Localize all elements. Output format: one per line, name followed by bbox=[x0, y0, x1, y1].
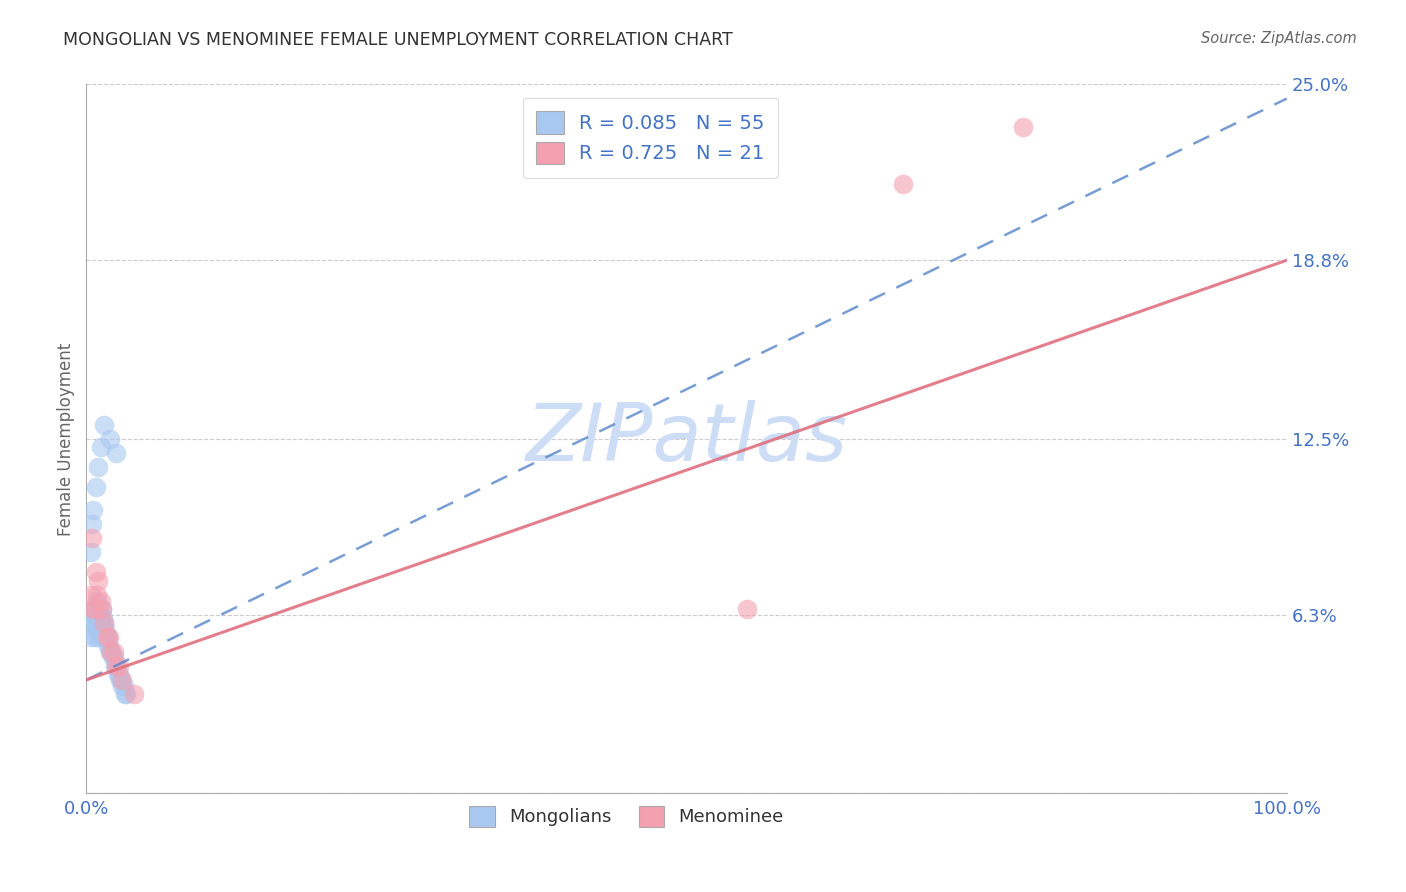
Point bbox=[87, 574, 110, 588]
Point bbox=[97, 631, 120, 645]
Point bbox=[87, 631, 110, 645]
Point bbox=[105, 658, 128, 673]
Point bbox=[89, 602, 111, 616]
Point bbox=[90, 602, 112, 616]
Point bbox=[84, 602, 107, 616]
Point bbox=[83, 631, 105, 645]
Point bbox=[87, 622, 110, 636]
Point bbox=[100, 644, 122, 658]
Point bbox=[107, 667, 129, 681]
Point bbox=[86, 610, 108, 624]
Point bbox=[87, 602, 110, 616]
Point bbox=[96, 631, 118, 645]
Point bbox=[82, 602, 104, 616]
Point bbox=[90, 631, 112, 645]
Legend: Mongolians, Menominee: Mongolians, Menominee bbox=[463, 798, 790, 834]
Point bbox=[98, 644, 121, 658]
Point bbox=[89, 616, 111, 631]
Point bbox=[111, 673, 134, 687]
Point bbox=[82, 503, 104, 517]
Point bbox=[91, 610, 114, 624]
Y-axis label: Female Unemployment: Female Unemployment bbox=[58, 343, 75, 535]
Point bbox=[103, 650, 125, 665]
Point bbox=[105, 658, 128, 673]
Point bbox=[80, 631, 103, 645]
Point bbox=[87, 610, 110, 624]
Point bbox=[86, 588, 108, 602]
Text: ZIPatlas: ZIPatlas bbox=[526, 400, 848, 478]
Point bbox=[97, 639, 120, 653]
Point bbox=[107, 658, 129, 673]
Point bbox=[80, 588, 103, 602]
Point bbox=[93, 631, 115, 645]
Point bbox=[96, 631, 118, 645]
Point bbox=[80, 545, 103, 559]
Point bbox=[84, 622, 107, 636]
Point bbox=[83, 607, 105, 622]
Point bbox=[891, 177, 914, 191]
Point bbox=[90, 610, 112, 624]
Point bbox=[93, 417, 115, 432]
Point bbox=[108, 673, 131, 687]
Point bbox=[90, 441, 112, 455]
Point bbox=[82, 602, 104, 616]
Point bbox=[93, 616, 115, 631]
Point bbox=[90, 602, 112, 616]
Point bbox=[82, 531, 104, 545]
Point bbox=[82, 616, 104, 631]
Point bbox=[98, 432, 121, 446]
Point bbox=[90, 593, 112, 607]
Point bbox=[103, 644, 125, 658]
Point bbox=[112, 679, 135, 693]
Point bbox=[101, 650, 124, 665]
Text: MONGOLIAN VS MENOMINEE FEMALE UNEMPLOYMENT CORRELATION CHART: MONGOLIAN VS MENOMINEE FEMALE UNEMPLOYME… bbox=[63, 31, 733, 49]
Point bbox=[86, 616, 108, 631]
Point bbox=[104, 658, 127, 673]
Point bbox=[90, 622, 112, 636]
Point bbox=[82, 516, 104, 531]
Point bbox=[82, 616, 104, 631]
Point bbox=[90, 622, 112, 636]
Point bbox=[124, 687, 146, 701]
Point bbox=[100, 644, 122, 658]
Point bbox=[93, 616, 115, 631]
Point bbox=[115, 687, 138, 701]
Point bbox=[105, 446, 128, 460]
Point bbox=[91, 622, 114, 636]
Point bbox=[114, 687, 136, 701]
Point bbox=[84, 480, 107, 494]
Point bbox=[94, 622, 117, 636]
Point bbox=[86, 605, 108, 619]
Point bbox=[107, 667, 129, 681]
Point bbox=[84, 565, 107, 579]
Point bbox=[83, 602, 105, 616]
Point bbox=[98, 639, 121, 653]
Point bbox=[1011, 120, 1033, 134]
Point bbox=[110, 673, 132, 687]
Point bbox=[87, 460, 110, 475]
Point bbox=[86, 593, 108, 607]
Point bbox=[111, 679, 134, 693]
Point bbox=[98, 631, 121, 645]
Text: Source: ZipAtlas.com: Source: ZipAtlas.com bbox=[1201, 31, 1357, 46]
Point bbox=[735, 602, 758, 616]
